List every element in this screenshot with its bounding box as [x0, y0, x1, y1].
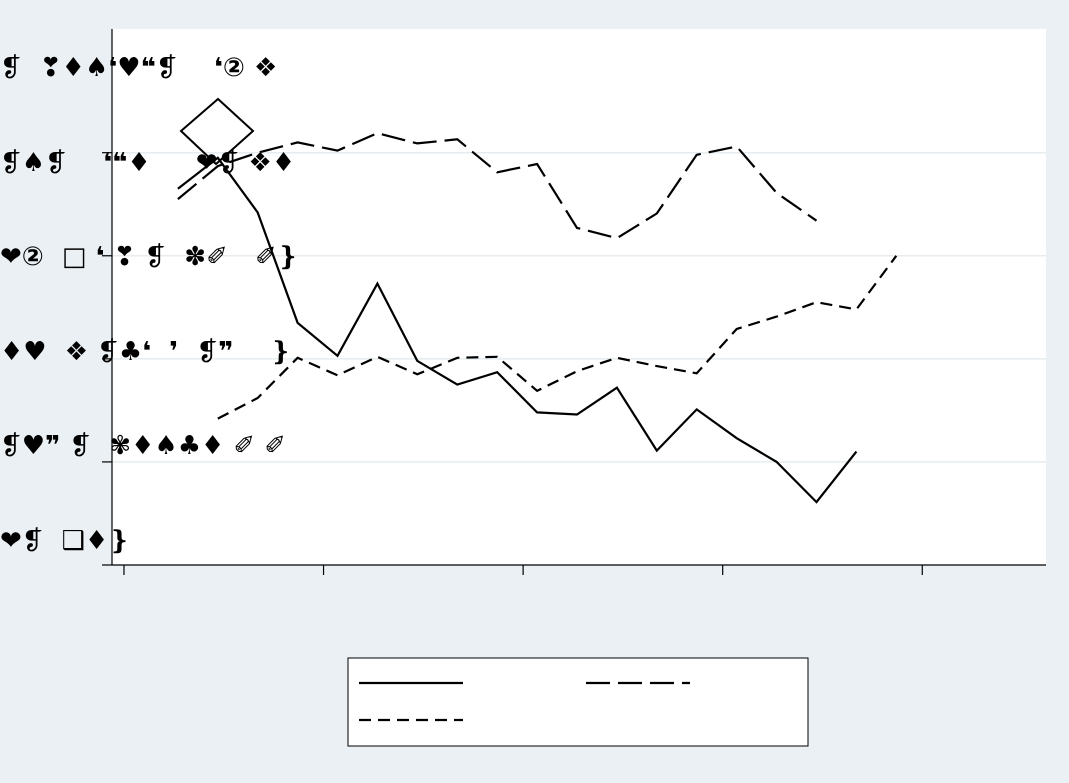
- legend: [347, 657, 809, 747]
- diamond-marker: [179, 97, 255, 166]
- gridlines: [112, 151, 1046, 463]
- series-lines: [177, 131, 898, 504]
- series-line-longdash: [177, 131, 818, 240]
- diamond-shape: [179, 97, 255, 166]
- series-line-solid: [177, 156, 858, 504]
- x-axis-ticks: [123, 565, 923, 575]
- plot-area: [112, 29, 1046, 565]
- series-line-shortdash: [217, 255, 898, 420]
- legend-box: [347, 657, 809, 747]
- y-axis-ticks: [102, 152, 112, 566]
